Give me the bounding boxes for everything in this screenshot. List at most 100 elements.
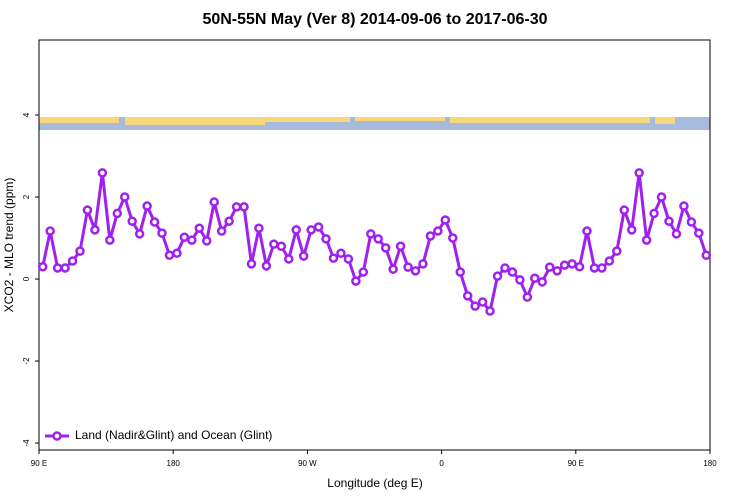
data-point [597,263,607,273]
legend-marker [52,431,62,441]
data-point [395,241,406,251]
x-tick-label: 180 [703,459,717,468]
data-point [172,248,182,258]
data-point [567,259,577,269]
y-axis-label: XCO2 - MLO trend (ppm) [2,178,16,313]
data-point [157,228,167,238]
data-point [149,217,160,227]
data-point [694,228,704,238]
data-point [380,243,391,253]
data-point [537,277,547,287]
data-point [448,233,458,243]
x-tick-label: 0 [439,459,444,468]
data-point [231,202,242,212]
data-point [194,223,205,233]
data-point [269,239,279,249]
data-point [522,292,533,302]
data-point [544,262,555,272]
data-point [552,266,562,276]
data-point [425,231,436,241]
data-point [664,216,674,226]
data-point [328,253,339,263]
surface-strip [39,117,710,130]
data-point [574,261,585,272]
data-point [403,262,413,272]
data-point [261,261,272,271]
y-tick-label: 4 [22,112,31,117]
data-point [477,297,488,307]
x-tick-label: 180 [167,459,181,468]
data-point [209,197,219,207]
data-point [134,229,145,239]
data-point [515,275,525,285]
data-point [313,222,324,232]
data-point [246,259,257,269]
data-point [679,201,689,211]
data-point [358,267,369,277]
data-point [142,201,152,211]
data-point [284,254,294,264]
data-point [216,226,227,236]
data-point [559,260,570,270]
data-point [60,263,70,273]
data-point [619,205,630,215]
data-point [52,263,63,273]
data-point [656,192,667,202]
y-tick-label: -4 [22,439,31,447]
data-point [589,263,600,273]
data-point [119,192,130,202]
legend-label: Land (Nadir&Glint) and Ocean (Glint) [75,428,272,442]
data-point [649,208,659,219]
data-point [298,251,309,261]
data-point [336,248,346,258]
data-point [634,168,644,178]
data-point [82,205,93,215]
data-point [686,217,697,227]
data-point [276,241,287,251]
data-point [112,208,123,219]
data-point [366,229,376,239]
data-point [470,301,480,311]
data-point [440,215,451,225]
data-point [37,261,48,272]
data-point [343,254,354,264]
data-point [582,226,592,236]
x-tick-label: 90 W [298,459,317,468]
data-point [202,236,212,246]
data-point [90,225,100,235]
y-tick-label: -2 [22,357,31,365]
data-point [179,232,190,242]
x-tick-label: 90 E [31,459,47,468]
data-point [492,271,503,281]
data-point [291,225,301,235]
data-point [500,263,510,273]
data-point [127,216,137,226]
data-point [75,246,85,256]
data-point [67,256,78,266]
x-tick-label: 90 E [568,459,584,468]
data-point [626,225,637,235]
data-point [45,226,55,236]
data-point [351,276,361,286]
data-point [433,226,443,236]
data-point [485,306,495,316]
data-point [321,234,331,244]
data-point [418,259,428,269]
y-tick-label: 0 [22,276,31,281]
data-point [373,234,383,244]
data-point [455,267,465,277]
data-point [604,256,615,266]
data-point [105,235,115,245]
chart-title: 50N-55N May (Ver 8) 2014-09-06 to 2017-0… [202,11,547,28]
data-point [254,223,264,233]
y-tick-label: 2 [22,194,31,199]
data-point [224,216,234,226]
data-point [164,250,175,260]
data-point [701,250,712,260]
plot-frame [38,39,711,451]
data-point [530,273,540,283]
data-point [97,168,108,178]
data-point [239,202,249,212]
